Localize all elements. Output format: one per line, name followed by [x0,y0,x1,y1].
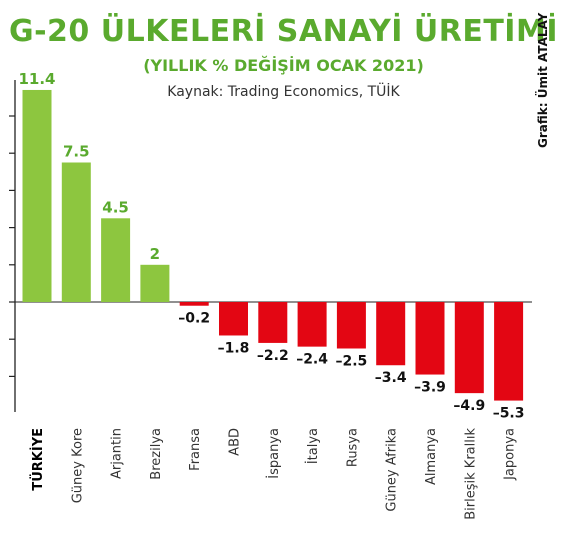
bar-value-label: –2.2 [257,348,289,364]
bar [336,302,366,349]
category-label: Almanya [424,428,439,485]
bar [415,302,445,375]
bar [454,302,484,394]
category-label: TÜRKİYE [30,428,46,491]
bar [494,302,524,401]
bar-value-label: 7.5 [63,143,90,161]
bar [22,89,52,303]
bar-value-label: 4.5 [102,198,129,216]
bar-value-label: –2.4 [296,352,328,368]
bar [61,162,91,302]
bar-value-label: –4.9 [453,398,485,414]
bar-value-label: –3.4 [375,370,407,386]
chart-title: G-20 ÜLKELERİ SANAYİ ÜRETİMİ [8,14,558,49]
bar-value-label: 11.4 [18,70,55,88]
bar-value-label: –1.8 [218,340,250,356]
bar [258,302,288,343]
category-label: Brezilya [149,428,164,480]
bar [297,302,327,347]
bar-value-label: –0.2 [178,311,210,327]
category-label: Japonya [503,428,518,481]
bar-value-label: –2.5 [335,354,367,370]
category-label: İtalya [305,428,321,464]
bar [101,218,131,302]
category-label: Birleşik Krallık [463,428,478,520]
bar-value-label: –3.9 [414,380,446,396]
category-label: Rusya [345,428,360,467]
chart-subtitle: (YILLIK % DEĞİŞİM OCAK 2021) [143,56,424,75]
category-label: ABD [228,428,243,456]
category-label: İspanya [266,428,282,479]
category-label: Güney Afrika [385,428,400,512]
category-label: Güney Kore [70,428,85,503]
bar-value-label: –5.3 [493,406,525,422]
bar [179,302,209,306]
category-label: Fransa [188,428,203,471]
bar [376,302,406,366]
category-label: Arjantin [110,428,125,479]
bar [140,264,170,302]
bar-value-label: 2 [150,245,160,263]
bar [219,302,248,336]
chart-source: Kaynak: Trading Economics, TÜİK [167,84,400,100]
